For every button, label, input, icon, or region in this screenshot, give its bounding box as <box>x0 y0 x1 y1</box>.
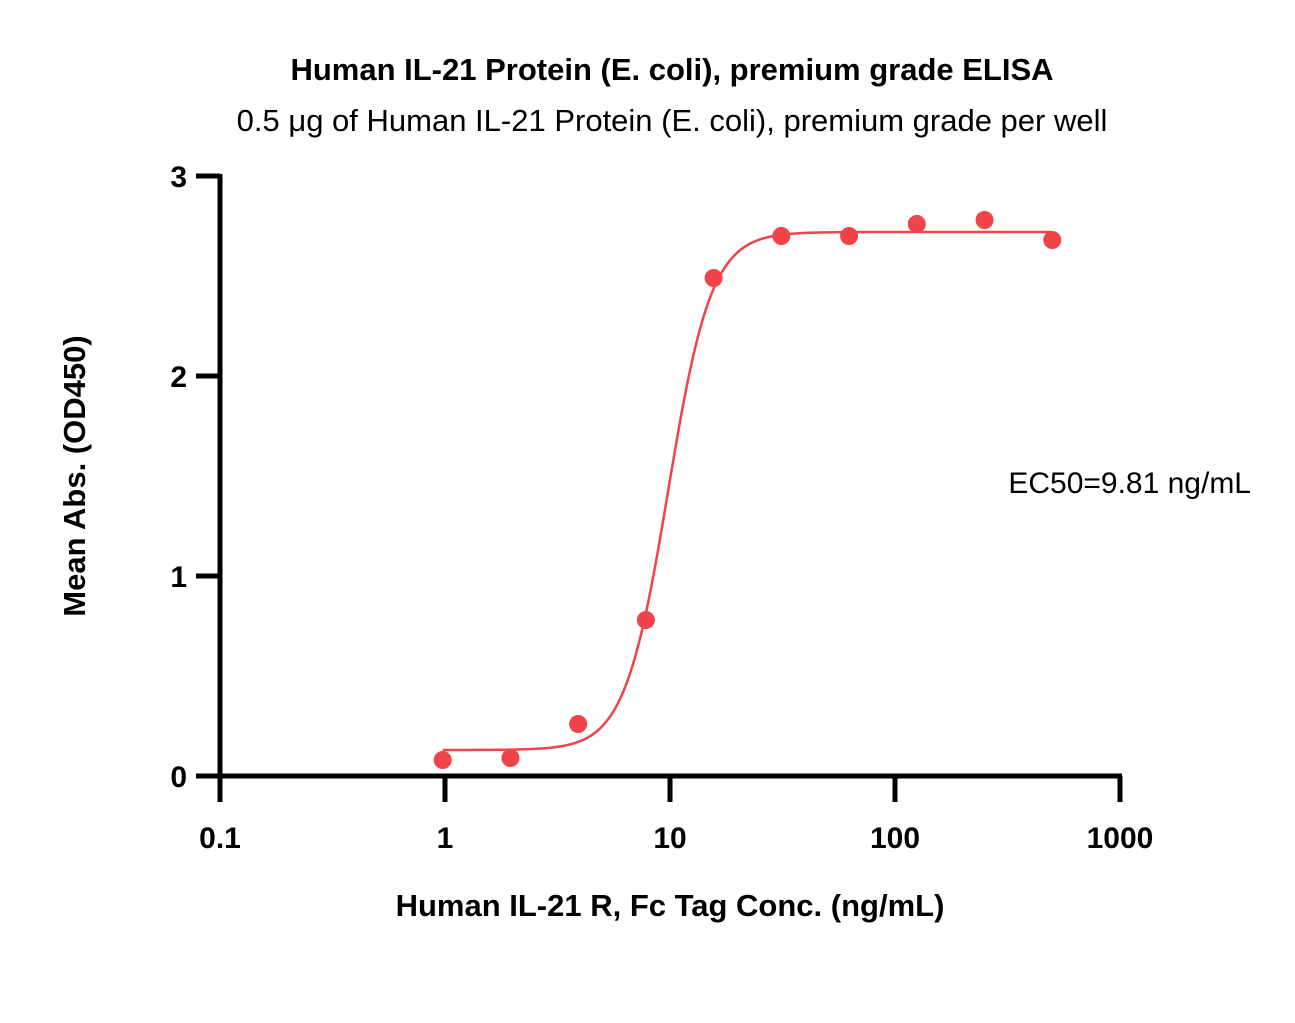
data-points <box>433 211 1062 769</box>
y-tick-label: 3 <box>170 161 187 194</box>
chart-title: Human IL-21 Protein (E. coli), premium g… <box>290 52 1053 87</box>
data-point <box>433 751 452 769</box>
x-tick-label: 1000 <box>1087 822 1154 855</box>
data-point <box>569 715 588 733</box>
data-point <box>704 269 723 287</box>
x-tick-label: 10 <box>653 822 686 855</box>
fit-curve <box>442 230 1053 752</box>
y-tick-label: 1 <box>170 561 187 594</box>
x-axis: 0.1 1 10 100 1000 <box>199 773 1153 855</box>
x-axis-label: Human IL-21 R, Fc Tag Conc. (ng/mL) <box>396 888 945 923</box>
x-ticks: 0.1 1 10 100 1000 <box>199 776 1153 855</box>
y-axis: 0 1 2 3 <box>170 161 223 794</box>
chart-subtitle: 0.5 μg of Human IL-21 Protein (E. coli),… <box>237 103 1108 138</box>
data-point <box>772 227 791 245</box>
y-tick-label: 2 <box>170 361 187 394</box>
x-tick-label: 1 <box>437 822 454 855</box>
y-axis-label: Mean Abs. (OD450) <box>57 335 92 616</box>
x-tick-label: 100 <box>870 822 920 855</box>
data-point <box>1043 231 1062 249</box>
ec50-annotation: EC50=9.81 ng/mL <box>1008 467 1251 500</box>
data-point <box>501 749 520 767</box>
data-point <box>907 215 926 233</box>
data-point <box>975 211 994 229</box>
y-ticks: 0 1 2 3 <box>170 161 220 794</box>
data-point <box>636 611 655 629</box>
data-point <box>840 227 859 245</box>
x-tick-label: 0.1 <box>199 822 241 855</box>
y-tick-label: 0 <box>170 761 187 794</box>
